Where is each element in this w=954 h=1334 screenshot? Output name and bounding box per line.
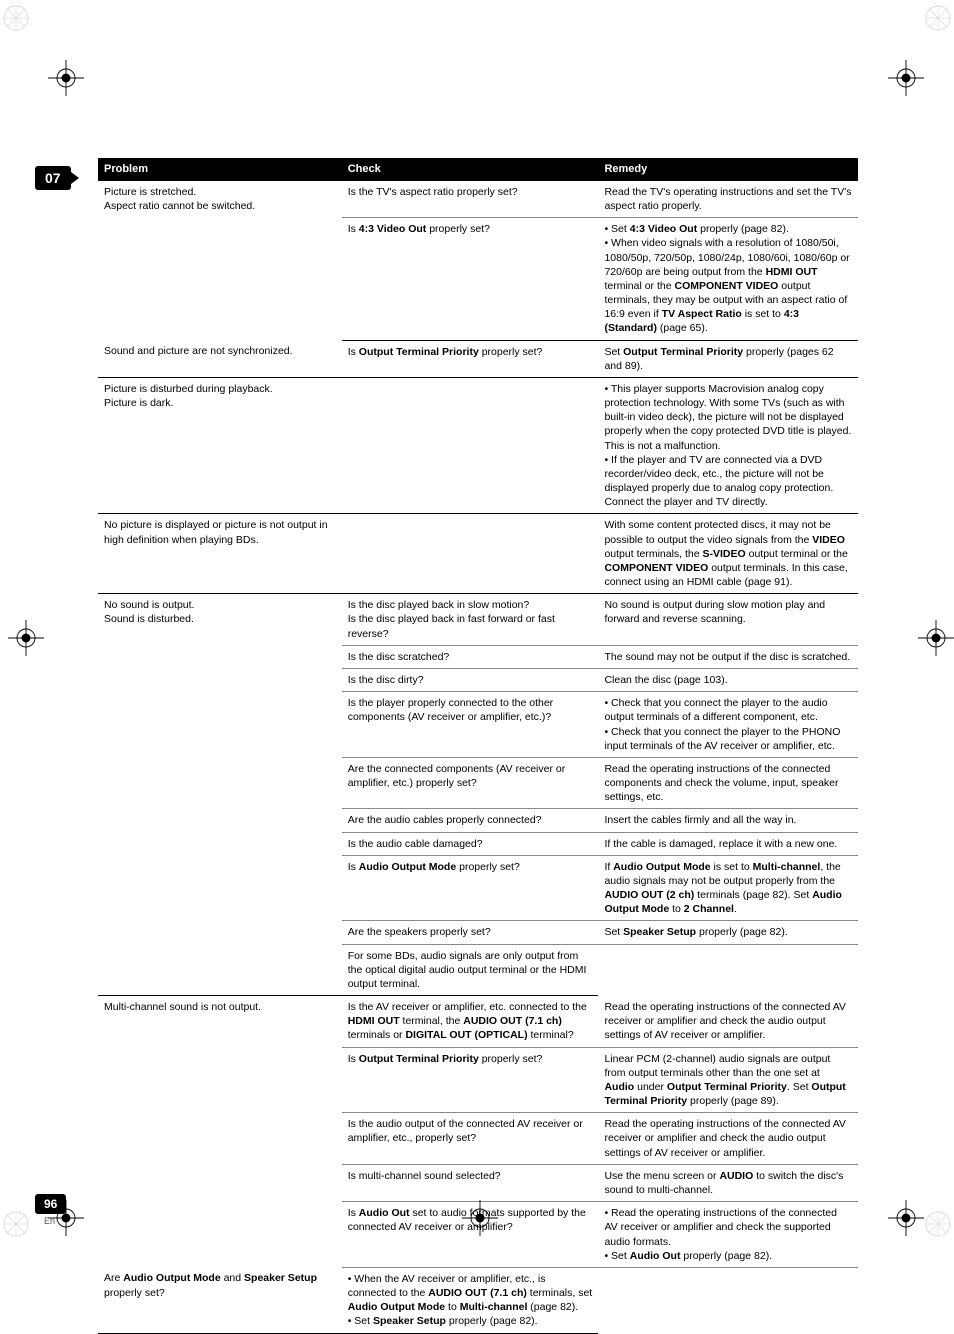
remedy-cell: • When the AV receiver or amplifier, etc… xyxy=(342,1267,599,1333)
check-cell: Is the disc scratched? xyxy=(342,645,599,668)
registration-mark-icon xyxy=(462,1200,498,1236)
check-cell: Is 4:3 Video Out properly set? xyxy=(342,218,599,340)
problem-cell: Multi-channel sound is not output. xyxy=(98,996,342,1268)
problem-cell: Picture is disturbed during playback.Pic… xyxy=(98,377,342,514)
corner-pattern-icon xyxy=(2,1210,30,1238)
table-row: For some BDs, audio signals are only out… xyxy=(98,944,858,996)
remedy-cell: Read the operating instructions of the c… xyxy=(598,1113,858,1165)
remedy-cell: Set Speaker Setup properly (page 82). xyxy=(598,921,858,944)
remedy-cell: The sound may not be output if the disc … xyxy=(598,645,858,668)
problem-cell: No sound is output.Sound is disturbed. xyxy=(98,594,342,944)
check-cell: Is the player properly connected to the … xyxy=(342,692,599,758)
remedy-cell: • Set 4:3 Video Out properly (page 82).•… xyxy=(598,218,858,340)
table-row: Sound and picture are not synchronized.I… xyxy=(98,340,858,377)
chapter-tab: 07 xyxy=(35,166,71,190)
check-cell: Are the audio cables properly connected? xyxy=(342,809,599,832)
remedy-cell: • This player supports Macrovision analo… xyxy=(598,377,858,514)
remedy-cell: With some content protected discs, it ma… xyxy=(598,514,858,594)
remedy-cell: No sound is output during slow motion pl… xyxy=(598,594,858,646)
page-content: 07 96 En Problem Check Remedy Picture is… xyxy=(98,158,858,1334)
remedy-cell: If the cable is damaged, replace it with… xyxy=(598,832,858,855)
remedy-cell: Read the operating instructions of the c… xyxy=(598,996,858,1048)
check-cell xyxy=(98,944,342,996)
check-cell: Is multi-channel sound selected? xyxy=(342,1164,599,1201)
remedy-cell: Read the operating instructions of the c… xyxy=(598,757,858,809)
registration-mark-icon xyxy=(48,1200,84,1236)
table-row: Multi-channel sound is not output.Is the… xyxy=(98,996,858,1048)
corner-pattern-icon xyxy=(2,4,30,32)
registration-mark-icon xyxy=(888,1200,924,1236)
corner-pattern-icon xyxy=(924,4,952,32)
check-cell: Is the audio output of the connected AV … xyxy=(342,1113,599,1165)
table-row: Picture is disturbed during playback.Pic… xyxy=(98,377,858,514)
check-cell xyxy=(342,514,599,594)
problem-cell: Sound and picture are not synchronized. xyxy=(98,340,342,377)
registration-mark-icon xyxy=(48,60,84,96)
remedy-cell: Read the TV's operating instructions and… xyxy=(598,181,858,218)
remedy-cell: Linear PCM (2-channel) audio signals are… xyxy=(598,1047,858,1113)
registration-mark-icon xyxy=(8,620,44,656)
check-cell: Is the AV receiver or amplifier, etc. co… xyxy=(342,996,599,1048)
check-cell: Is Output Terminal Priority properly set… xyxy=(342,1047,599,1113)
remedy-cell: • Check that you connect the player to t… xyxy=(598,692,858,758)
check-cell: Is the TV's aspect ratio properly set? xyxy=(342,181,599,218)
remedy-cell: Clean the disc (page 103). xyxy=(598,669,858,692)
table-header-row: Problem Check Remedy xyxy=(98,158,858,181)
check-cell: Is Output Terminal Priority properly set… xyxy=(342,340,599,377)
remedy-cell: • Read the operating instructions of the… xyxy=(598,1202,858,1268)
table-row: No picture is displayed or picture is no… xyxy=(98,514,858,594)
problem-cell: Picture is stretched.Aspect ratio cannot… xyxy=(98,181,342,340)
check-cell: Are Audio Output Mode and Speaker Setup … xyxy=(98,1267,342,1333)
registration-mark-icon xyxy=(918,620,954,656)
table-row: No sound is output.Sound is disturbed.Is… xyxy=(98,594,858,646)
header-check: Check xyxy=(342,158,599,181)
table-row: Picture is stretched.Aspect ratio cannot… xyxy=(98,181,858,218)
registration-mark-icon xyxy=(888,60,924,96)
remedy-cell: If Audio Output Mode is set to Multi-cha… xyxy=(598,855,858,921)
troubleshooting-table: Problem Check Remedy Picture is stretche… xyxy=(98,158,858,1334)
check-cell xyxy=(342,377,599,514)
table-row: Are Audio Output Mode and Speaker Setup … xyxy=(98,1267,858,1333)
remedy-cell: Set Output Terminal Priority properly (p… xyxy=(598,340,858,377)
check-cell: Are the speakers properly set? xyxy=(342,921,599,944)
check-cell: Is the audio cable damaged? xyxy=(342,832,599,855)
check-cell: Is Audio Output Mode properly set? xyxy=(342,855,599,921)
check-cell: Are the connected components (AV receive… xyxy=(342,757,599,809)
header-remedy: Remedy xyxy=(598,158,858,181)
header-problem: Problem xyxy=(98,158,342,181)
problem-cell: No picture is displayed or picture is no… xyxy=(98,514,342,594)
remedy-cell: For some BDs, audio signals are only out… xyxy=(342,944,599,996)
check-cell: Is the disc dirty? xyxy=(342,669,599,692)
remedy-cell: Insert the cables firmly and all the way… xyxy=(598,809,858,832)
check-cell: Is the disc played back in slow motion?I… xyxy=(342,594,599,646)
remedy-cell: Use the menu screen or AUDIO to switch t… xyxy=(598,1164,858,1201)
corner-pattern-icon xyxy=(924,1210,952,1238)
